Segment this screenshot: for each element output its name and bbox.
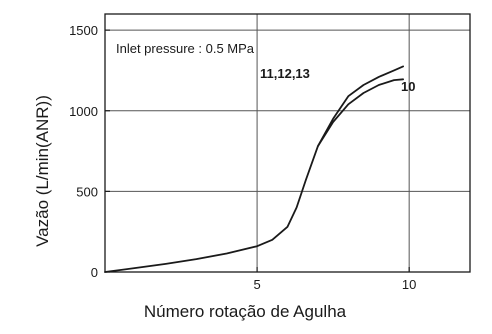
y-tick-label-1500: 1500: [69, 23, 98, 38]
inlet-pressure-annotation: Inlet pressure : 0.5 MPa: [116, 41, 255, 56]
series-group: [104, 65, 405, 273]
series-label-11-12-13: 11,12,13: [260, 66, 310, 81]
plot-border: [104, 13, 471, 273]
x-axis-title: Número rotação de Agulha: [144, 302, 347, 321]
series-label-10: 10: [401, 79, 415, 94]
series-line-10: [316, 78, 405, 148]
x-tick-label-5: 5: [253, 277, 260, 292]
y-axis-title: Vazão (L/min(ANR)): [33, 95, 52, 247]
y-tick-label-1000: 1000: [69, 104, 98, 119]
axis-ticks: 0 500 1000 1500 5 10: [69, 23, 416, 292]
x-tick-label-10: 10: [402, 277, 416, 292]
plot-frame: [104, 13, 471, 273]
series-line-11-12-13: [104, 65, 405, 273]
grid: [105, 14, 470, 272]
y-tick-label-0: 0: [91, 265, 98, 280]
y-tick-label-500: 500: [76, 184, 98, 199]
